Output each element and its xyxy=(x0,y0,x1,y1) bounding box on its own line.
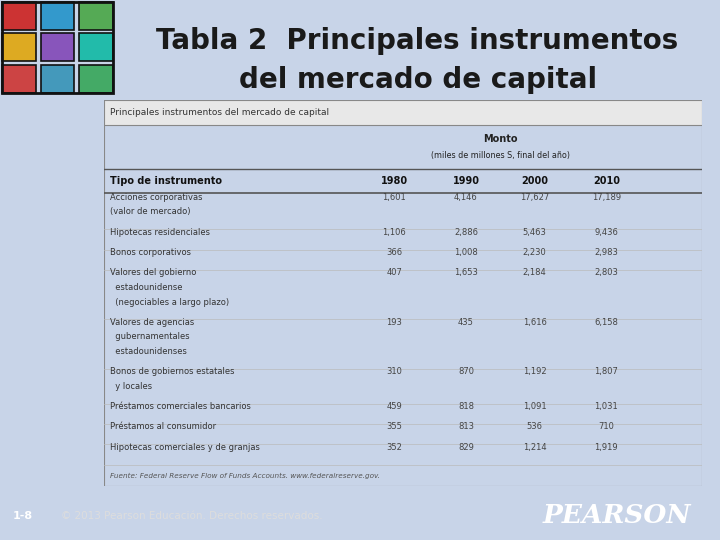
Bar xyxy=(79,65,113,93)
Text: 193: 193 xyxy=(387,318,402,327)
Text: 870: 870 xyxy=(458,367,474,376)
Text: 1-8: 1-8 xyxy=(13,511,33,521)
Text: 1,214: 1,214 xyxy=(523,443,546,452)
Text: Bonos corporativos: Bonos corporativos xyxy=(110,248,192,257)
Text: y locales: y locales xyxy=(110,382,153,391)
Text: 4,146: 4,146 xyxy=(454,193,478,202)
Text: 5,463: 5,463 xyxy=(523,228,546,237)
Bar xyxy=(41,65,74,93)
Text: 1,807: 1,807 xyxy=(595,367,618,376)
Text: Hipotecas comerciales y de granjas: Hipotecas comerciales y de granjas xyxy=(110,443,260,452)
Text: 1,031: 1,031 xyxy=(595,402,618,411)
Text: 9,436: 9,436 xyxy=(595,228,618,237)
Text: 459: 459 xyxy=(387,402,402,411)
Bar xyxy=(79,33,113,61)
Text: PEARSON: PEARSON xyxy=(543,503,691,528)
Text: Acciones corporativas: Acciones corporativas xyxy=(110,193,203,202)
Text: 1,091: 1,091 xyxy=(523,402,546,411)
Text: 2,184: 2,184 xyxy=(523,268,546,278)
Text: 1,106: 1,106 xyxy=(382,228,406,237)
Text: del mercado de capital: del mercado de capital xyxy=(238,66,597,94)
Text: (valor de mercado): (valor de mercado) xyxy=(110,207,191,217)
Text: 536: 536 xyxy=(526,422,543,431)
Text: 2010: 2010 xyxy=(593,176,620,186)
Bar xyxy=(2,65,36,93)
Text: 1990: 1990 xyxy=(452,176,480,186)
Text: 355: 355 xyxy=(387,422,402,431)
Text: (miles de millones S, final del año): (miles de millones S, final del año) xyxy=(431,151,570,160)
Text: 1,653: 1,653 xyxy=(454,268,478,278)
Text: (negociables a largo plazo): (negociables a largo plazo) xyxy=(110,298,230,307)
Text: Monto: Monto xyxy=(483,133,518,144)
Text: Valores del gobierno: Valores del gobierno xyxy=(110,268,197,278)
Text: 17,627: 17,627 xyxy=(520,193,549,202)
Text: 352: 352 xyxy=(387,443,402,452)
Text: Bonos de gobiernos estatales: Bonos de gobiernos estatales xyxy=(110,367,235,376)
Text: gubernamentales: gubernamentales xyxy=(110,333,190,341)
Text: Fuente: Federal Reserve Flow of Funds Accounts. www.federalreserve.gov.: Fuente: Federal Reserve Flow of Funds Ac… xyxy=(110,473,380,480)
Text: 710: 710 xyxy=(598,422,614,431)
Text: Préstamos al consumidor: Préstamos al consumidor xyxy=(110,422,217,431)
Text: Tipo de instrumento: Tipo de instrumento xyxy=(110,176,222,186)
Text: 1,601: 1,601 xyxy=(382,193,406,202)
Bar xyxy=(41,2,74,30)
FancyBboxPatch shape xyxy=(104,100,702,125)
Text: Préstamos comerciales bancarios: Préstamos comerciales bancarios xyxy=(110,402,251,411)
Text: estadounidense: estadounidense xyxy=(110,283,183,292)
Text: 2000: 2000 xyxy=(521,176,548,186)
Text: 6,158: 6,158 xyxy=(595,318,618,327)
Text: 1,616: 1,616 xyxy=(523,318,546,327)
Text: 1,192: 1,192 xyxy=(523,367,546,376)
Text: 818: 818 xyxy=(458,402,474,411)
Text: 435: 435 xyxy=(458,318,474,327)
Bar xyxy=(2,33,36,61)
Bar xyxy=(41,33,74,61)
Bar xyxy=(79,2,113,30)
Text: Principales instrumentos del mercado de capital: Principales instrumentos del mercado de … xyxy=(110,108,330,117)
Text: 813: 813 xyxy=(458,422,474,431)
Text: 829: 829 xyxy=(458,443,474,452)
Text: 1,008: 1,008 xyxy=(454,248,478,257)
Text: © 2013 Pearson Educación. Derechos reservados.: © 2013 Pearson Educación. Derechos reser… xyxy=(61,511,323,521)
Bar xyxy=(2,2,36,30)
Text: Tabla 2  Principales instrumentos: Tabla 2 Principales instrumentos xyxy=(156,27,679,55)
Text: Hipotecas residenciales: Hipotecas residenciales xyxy=(110,228,210,237)
Text: 2,983: 2,983 xyxy=(595,248,618,257)
Text: 366: 366 xyxy=(386,248,402,257)
Text: 2,803: 2,803 xyxy=(595,268,618,278)
Text: 310: 310 xyxy=(387,367,402,376)
Text: 2,886: 2,886 xyxy=(454,228,478,237)
Text: 17,189: 17,189 xyxy=(592,193,621,202)
Text: 1980: 1980 xyxy=(381,176,408,186)
Text: Valores de agencias: Valores de agencias xyxy=(110,318,194,327)
Text: 2,230: 2,230 xyxy=(523,248,546,257)
Text: estadounidenses: estadounidenses xyxy=(110,347,187,356)
Text: 1,919: 1,919 xyxy=(595,443,618,452)
Text: 407: 407 xyxy=(387,268,402,278)
